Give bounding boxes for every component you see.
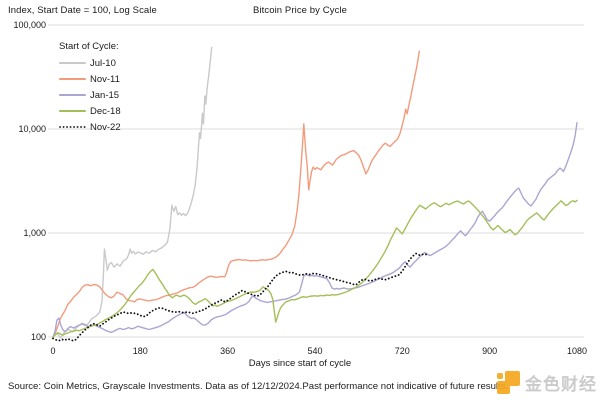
watermark-text: 金色财经 (525, 375, 597, 394)
x-tick-label: 900 (482, 346, 497, 356)
series-line-dec-18 (52, 199, 578, 338)
x-tick-label: 360 (220, 346, 235, 356)
legend-item-jul-10: Jul-10 (59, 55, 121, 71)
legend-swatch-icon (59, 78, 86, 80)
legend-label: Dec-18 (90, 105, 121, 117)
y-tick-label: 100 (31, 332, 46, 342)
series-line-nov-11 (52, 50, 420, 338)
legend-label: Jan-15 (90, 89, 120, 101)
legend: Start of Cycle: Jul-10 Nov-11 Jan-15 Dec-18… (59, 41, 121, 135)
watermark: 金色财经 (497, 370, 597, 395)
legend-swatch-icon (59, 110, 86, 112)
series-line-jan-15 (52, 121, 578, 338)
legend-label: Nov-22 (90, 121, 121, 133)
legend-item-nov-22: Nov-22 (59, 119, 121, 135)
y-tick-label: 10,000 (18, 124, 46, 134)
x-tick-label: 540 (307, 346, 322, 356)
chart-title: Bitcoin Price by Cycle (252, 5, 348, 16)
series-line-jul-10 (52, 46, 213, 339)
x-tick-label: 180 (133, 346, 148, 356)
legend-swatch-icon (59, 62, 86, 64)
x-tick-label: 1080 (567, 346, 587, 356)
legend-swatch-icon (59, 94, 86, 96)
legend-swatch-icon (59, 126, 86, 128)
legend-title: Start of Cycle: (59, 41, 119, 52)
jinse-logo-icon (497, 370, 521, 395)
legend-item-jan-15: Jan-15 (59, 87, 121, 103)
x-tick-label: 720 (395, 346, 410, 356)
legend-item-dec-18: Dec-18 (59, 103, 121, 119)
y-tick-label: 100,000 (13, 20, 46, 30)
legend-item-nov-11: Nov-11 (59, 71, 121, 87)
y-axis-caption: Index, Start Date = 100, Log Scale (8, 5, 157, 16)
legend-label: Nov-11 (90, 73, 120, 85)
legend-label: Jul-10 (90, 57, 116, 69)
source-note: Source: Coin Metrics, Grayscale Investme… (8, 381, 509, 392)
legend-items: Jul-10 Nov-11 Jan-15 Dec-18 Nov-22 (59, 55, 121, 135)
series-line-nov-22 (52, 252, 428, 342)
y-tick-label: 1,000 (23, 228, 46, 238)
x-axis-title: Days since start of cycle (248, 358, 352, 369)
x-tick-label: 0 (50, 346, 55, 356)
